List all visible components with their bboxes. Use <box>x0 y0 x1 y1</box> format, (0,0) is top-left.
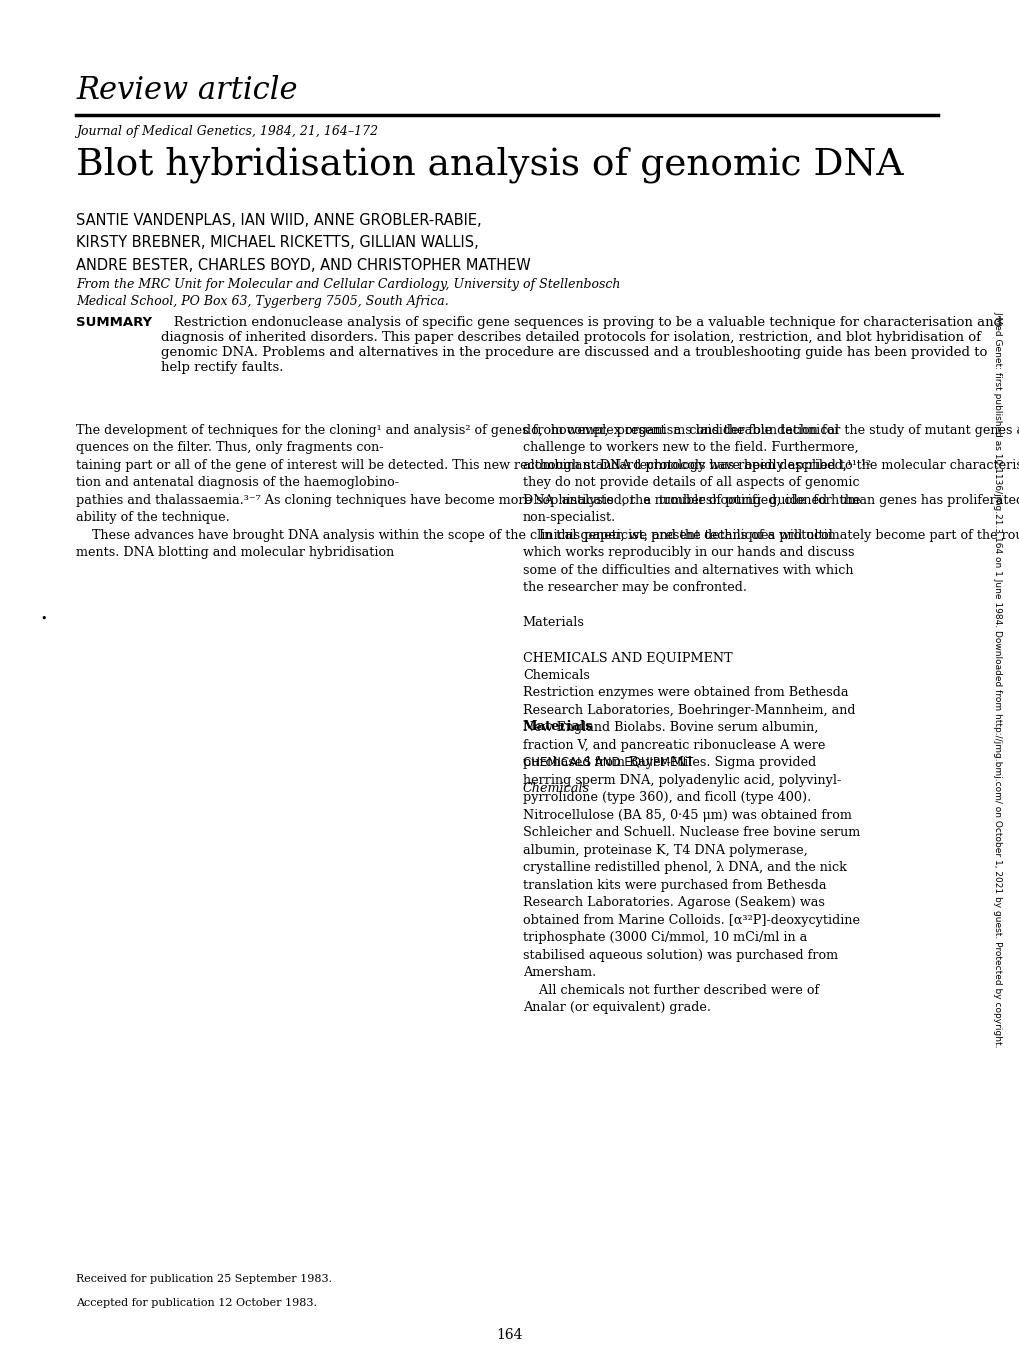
Text: Chemicals: Chemicals <box>523 782 589 796</box>
Text: SUMMARY: SUMMARY <box>76 316 153 330</box>
Text: •: • <box>41 614 47 623</box>
Text: CHEMICALS AND EQUIPMENT: CHEMICALS AND EQUIPMENT <box>523 755 693 769</box>
Text: The development of techniques for the cloning¹ and analysis² of genes from compl: The development of techniques for the cl… <box>76 424 1019 559</box>
Text: From the MRC Unit for Molecular and Cellular Cardiology, University of Stellenbo: From the MRC Unit for Molecular and Cell… <box>76 278 621 292</box>
Text: do,  however,  present  a  considerable  technical
challenge to workers new to t: do, however, present a considerable tech… <box>523 424 870 1014</box>
Text: Restriction endonuclease analysis of specific gene sequences is proving to be a : Restriction endonuclease analysis of spe… <box>161 316 1002 375</box>
Text: Journal of Medical Genetics, 1984, 21, 164–172: Journal of Medical Genetics, 1984, 21, 1… <box>76 125 378 139</box>
Text: J Med Genet: first published as 10.1136/jmg.21.3.164 on 1 June 1984. Downloaded : J Med Genet: first published as 10.1136/… <box>993 311 1001 1047</box>
Text: Materials: Materials <box>523 720 593 733</box>
Text: Medical School, PO Box 63, Tygerberg 7505, South Africa.: Medical School, PO Box 63, Tygerberg 750… <box>76 295 448 308</box>
Text: Received for publication 25 September 1983.: Received for publication 25 September 19… <box>76 1274 332 1283</box>
Text: 164: 164 <box>496 1328 523 1342</box>
Text: Review article: Review article <box>76 75 298 106</box>
Text: Accepted for publication 12 October 1983.: Accepted for publication 12 October 1983… <box>76 1298 317 1308</box>
Text: SANTIE VANDENPLAS, IAN WIID, ANNE GROBLER-RABIE,
KIRSTY BREBNER, MICHAEL RICKETT: SANTIE VANDENPLAS, IAN WIID, ANNE GROBLE… <box>76 213 531 273</box>
Text: Blot hybridisation analysis of genomic DNA: Blot hybridisation analysis of genomic D… <box>76 147 903 183</box>
